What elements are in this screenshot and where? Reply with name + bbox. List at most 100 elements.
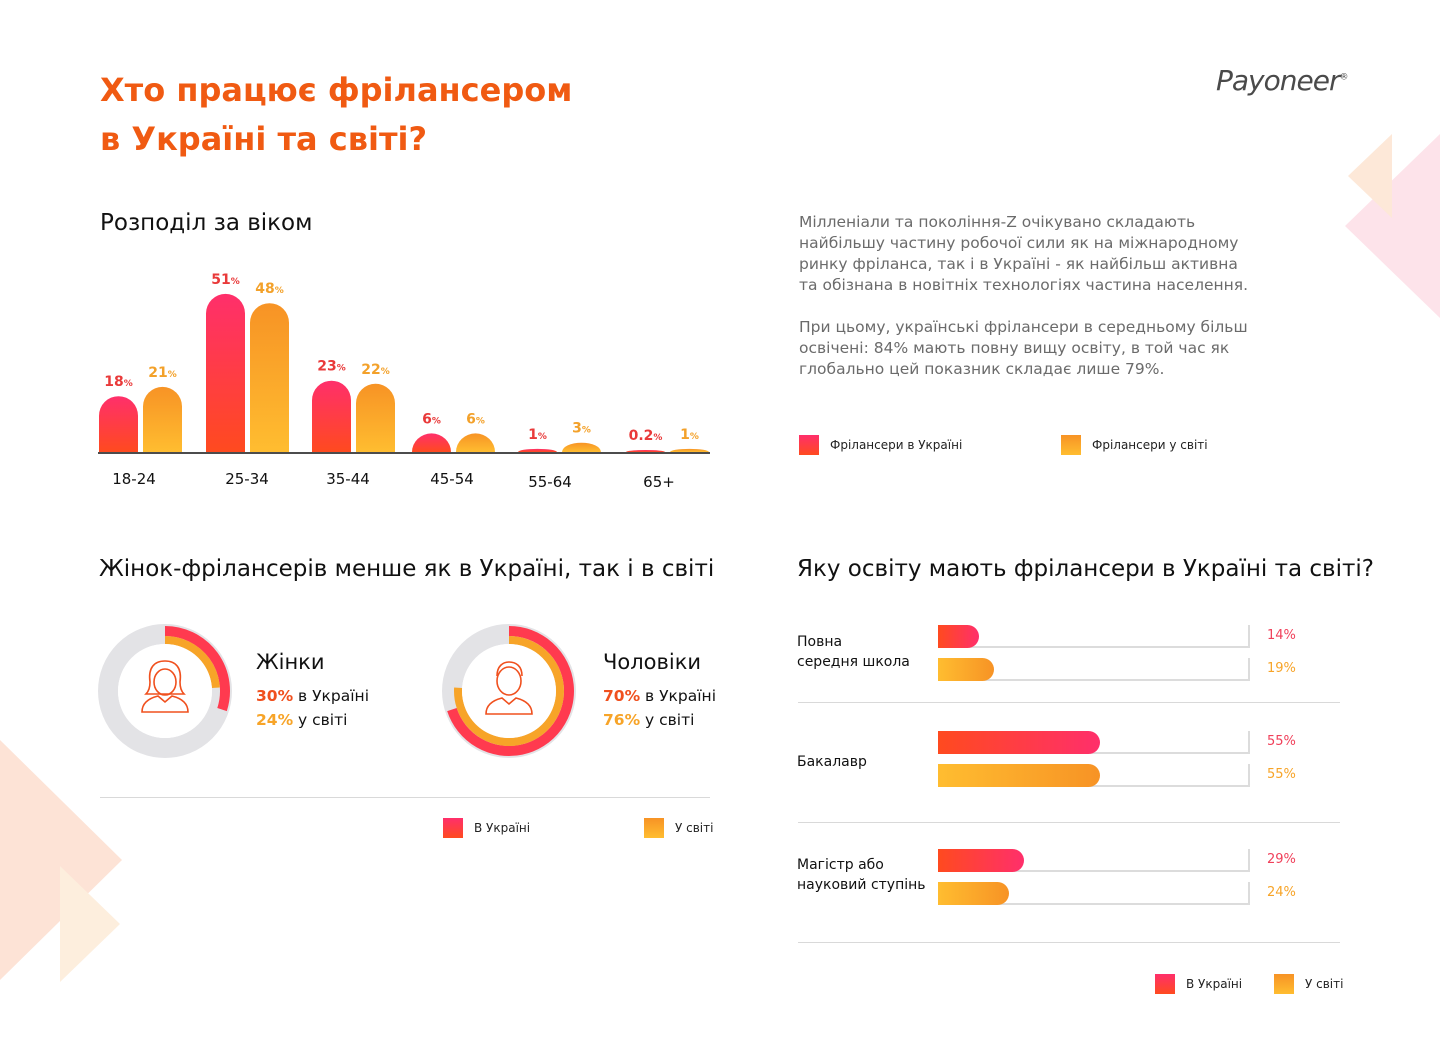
men-ukraine-line: 70% в Україні bbox=[603, 684, 716, 708]
decor-triangle-left-yellow bbox=[60, 866, 120, 982]
bar-world bbox=[670, 448, 709, 452]
legend-swatch-ukraine bbox=[443, 818, 463, 838]
legend-swatch-world bbox=[1061, 435, 1081, 455]
legend-label: В Україні bbox=[474, 821, 531, 835]
legend-label: У світі bbox=[675, 821, 714, 835]
bar-world bbox=[143, 386, 182, 452]
x-tick-label: 65+ bbox=[643, 473, 675, 491]
education-data-label: 24% bbox=[1267, 885, 1296, 900]
age-chart: 18% 21% 18-24 51% 48% 25-34 23% 22% 35-44 6% 6% 45-… bbox=[98, 272, 710, 491]
education-divider bbox=[798, 822, 1340, 823]
education-category-label: Магістр або науковий ступінь bbox=[797, 857, 926, 893]
data-label: 6% bbox=[422, 411, 441, 427]
legend-label: У світі bbox=[1305, 977, 1344, 991]
bar-ukraine bbox=[206, 293, 245, 452]
education-data-label: 55% bbox=[1267, 734, 1296, 749]
x-tick-label: 35-44 bbox=[326, 470, 370, 488]
legend-label: Фрілансери в Україні bbox=[830, 438, 963, 452]
men-donut bbox=[442, 624, 576, 758]
gender-heading: Жінок-фрілансерів менше як в Україні, та… bbox=[99, 556, 715, 582]
donut-hole bbox=[118, 644, 212, 738]
payoneer-logo: Payoneer® bbox=[1216, 64, 1348, 97]
education-bar-world bbox=[938, 658, 995, 681]
bar-ukraine bbox=[412, 433, 451, 452]
education-bar-world bbox=[938, 882, 1009, 905]
data-label: 6% bbox=[466, 411, 485, 427]
men-stats: Чоловіки 70% в Україні 76% у світі bbox=[603, 650, 716, 732]
x-tick-label: 25-34 bbox=[225, 470, 269, 488]
data-label: 22% bbox=[361, 362, 390, 378]
page-title: Хто працює фрілансером в Україні та світ… bbox=[100, 66, 660, 164]
donut-hole bbox=[462, 644, 556, 738]
bar-ukraine bbox=[626, 450, 665, 452]
women-world-value: 24% bbox=[256, 711, 294, 729]
x-tick-label: 18-24 bbox=[112, 470, 156, 488]
bar-ukraine bbox=[518, 448, 557, 452]
man-icon bbox=[485, 661, 533, 715]
education-data-label: 19% bbox=[1267, 661, 1296, 676]
women-world-text: у світі bbox=[298, 711, 348, 729]
age-description-p1: Мілленіали та покоління-Z очікувано скла… bbox=[799, 213, 1249, 294]
education-data-label: 29% bbox=[1267, 852, 1296, 867]
women-donut bbox=[98, 624, 232, 758]
bar-world bbox=[356, 383, 395, 452]
data-label: 21% bbox=[148, 365, 177, 381]
donut-arc-world bbox=[164, 636, 220, 689]
men-world-text: у світі bbox=[645, 711, 695, 729]
education-divider bbox=[798, 702, 1340, 703]
logo-mark: ® bbox=[1339, 72, 1348, 83]
men-label: Чоловіки bbox=[603, 650, 702, 674]
data-label: 23% bbox=[317, 359, 346, 375]
data-label: 1% bbox=[680, 427, 699, 443]
education-bar-ukraine bbox=[938, 731, 1101, 754]
men-world-value: 76% bbox=[603, 711, 641, 729]
legend-swatch-world bbox=[1274, 974, 1294, 994]
age-legend-ukraine: Фрілансери в Україні bbox=[799, 435, 962, 455]
legend-swatch-ukraine bbox=[799, 435, 819, 455]
education-bar-track bbox=[938, 849, 1250, 872]
men-world-line: 76% у світі bbox=[603, 708, 716, 732]
education-bar-track bbox=[938, 764, 1250, 787]
x-tick-label: 55-64 bbox=[528, 473, 572, 491]
data-label: 18% bbox=[104, 374, 133, 390]
x-tick-label: 45-54 bbox=[430, 470, 474, 488]
education-legend-ukraine: В Україні bbox=[1155, 974, 1242, 994]
bar-world bbox=[562, 442, 601, 452]
education-bar-world bbox=[938, 764, 1101, 787]
education-bar-track bbox=[938, 658, 1250, 681]
donut-arc-ukraine bbox=[164, 626, 230, 712]
page-title-line-1: Хто працює фрілансером bbox=[100, 71, 573, 109]
gender-divider bbox=[100, 797, 710, 798]
woman-icon bbox=[141, 660, 189, 713]
education-heading: Яку освіту мають фрілансери в Україні та… bbox=[797, 556, 1374, 582]
women-stats: Жінки 30% в Україні 24% у світі bbox=[256, 650, 369, 732]
education-category-label: Повна середня школа bbox=[797, 634, 910, 670]
age-legend-world: Фрілансери у світі bbox=[1061, 435, 1208, 455]
age-heading: Розподіл за віком bbox=[100, 210, 313, 236]
data-label: 3% bbox=[572, 421, 591, 437]
donut-arc-ukraine bbox=[447, 626, 574, 756]
women-label: Жінки bbox=[256, 650, 325, 674]
bar-ukraine bbox=[99, 396, 138, 452]
bar-ukraine bbox=[312, 380, 351, 452]
decor-triangle-right-peach bbox=[1348, 134, 1392, 218]
education-legend-world: У світі bbox=[1274, 974, 1343, 994]
men-ukraine-text: в Україні bbox=[645, 687, 717, 705]
education-divider bbox=[798, 942, 1340, 943]
age-description: Мілленіали та покоління-Z очікувано скла… bbox=[799, 212, 1249, 401]
women-ukraine-text: в Україні bbox=[298, 687, 370, 705]
gender-legend-ukraine: В Україні bbox=[443, 818, 530, 838]
logo-text: Payoneer bbox=[1216, 64, 1340, 97]
legend-swatch-ukraine bbox=[1155, 974, 1175, 994]
education-bar-track bbox=[938, 731, 1250, 754]
data-label: 0.2% bbox=[629, 428, 663, 444]
education-bar-ukraine bbox=[938, 849, 1024, 872]
education-data-label: 14% bbox=[1267, 628, 1296, 643]
data-label: 1% bbox=[528, 427, 547, 443]
women-ukraine-line: 30% в Україні bbox=[256, 684, 369, 708]
page-title-line-2: в Україні та світі? bbox=[100, 120, 428, 158]
legend-label: Фрілансери у світі bbox=[1092, 438, 1208, 452]
education-bar-track bbox=[938, 625, 1250, 648]
data-label: 48% bbox=[255, 281, 284, 297]
men-ukraine-value: 70% bbox=[603, 687, 641, 705]
